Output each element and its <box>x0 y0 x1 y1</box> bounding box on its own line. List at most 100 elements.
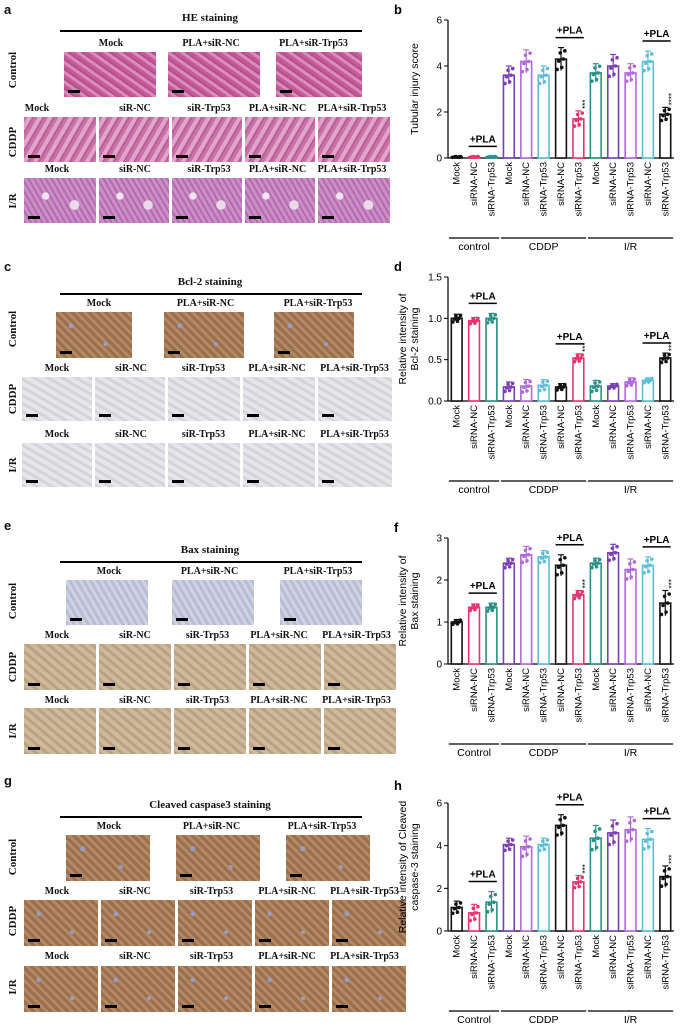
col-label: PLA+siR-NC <box>248 103 307 114</box>
data-point <box>490 320 495 324</box>
data-point <box>574 881 578 885</box>
data-point <box>665 356 670 360</box>
row-label-control: Control <box>7 310 19 348</box>
data-point <box>509 73 513 77</box>
data-point <box>649 376 654 381</box>
micrograph-image <box>99 178 169 223</box>
data-point <box>454 902 458 906</box>
col-label: PLA+siR-Trp53 <box>287 821 357 832</box>
significance-stars: *** <box>581 579 590 588</box>
group-label: I/R <box>624 484 638 496</box>
title-underline <box>60 816 362 818</box>
data-point <box>643 61 648 66</box>
bar <box>659 113 672 159</box>
data-point <box>509 842 513 847</box>
data-point <box>627 377 632 382</box>
panel-label-b: b <box>394 2 402 17</box>
group-label: CDDP <box>529 747 559 759</box>
data-point <box>665 601 670 605</box>
micrograph-image <box>324 644 396 690</box>
data-point <box>474 911 479 915</box>
pla-label: +PLA <box>470 291 496 302</box>
data-point <box>474 155 479 159</box>
data-point <box>607 386 612 391</box>
data-point <box>457 905 461 910</box>
data-point <box>648 378 653 383</box>
data-point <box>648 837 653 842</box>
data-point <box>659 360 664 365</box>
micrograph-image <box>24 178 96 223</box>
col-label: PLA+siR-Trp53 <box>322 630 391 641</box>
data-point <box>558 557 563 562</box>
data-point <box>537 848 542 853</box>
bar <box>641 838 655 932</box>
bar <box>606 65 620 159</box>
col-label: siR-Trp53 <box>181 429 226 440</box>
data-point <box>525 389 529 393</box>
col-label: Mock <box>44 363 70 374</box>
col-label: siR-NC <box>115 363 147 374</box>
y-tick-label: 3 <box>436 534 442 545</box>
data-point <box>452 317 457 321</box>
data-point <box>648 563 653 568</box>
data-point <box>493 312 498 317</box>
bar <box>467 156 481 159</box>
data-point <box>525 67 529 72</box>
x-tick-label: siRNA-NC <box>643 668 654 712</box>
data-point <box>476 603 480 607</box>
group-label: CDDP <box>529 484 559 496</box>
data-point <box>541 551 545 556</box>
data-point <box>522 61 526 66</box>
data-point <box>485 155 490 160</box>
data-point <box>474 605 479 610</box>
data-point <box>646 380 651 384</box>
x-tick-label: Mock <box>591 935 602 958</box>
data-point <box>590 565 594 570</box>
data-point <box>561 563 566 568</box>
data-point <box>572 124 577 128</box>
x-tick-label: Mock <box>504 405 515 428</box>
data-point <box>646 569 651 574</box>
data-point <box>525 559 529 563</box>
col-label: PLA+siR-Trp53 <box>322 695 391 706</box>
data-point <box>667 107 671 112</box>
micrograph-image <box>255 900 329 946</box>
data-point <box>537 560 542 565</box>
data-point <box>458 618 463 622</box>
x-tick-label: siRNA-Trp53 <box>539 668 550 723</box>
data-point <box>559 571 564 575</box>
pla-label: +PLA <box>557 332 583 343</box>
micrograph-image <box>243 443 315 487</box>
row-label-control: Control <box>7 582 19 620</box>
data-point <box>507 565 512 569</box>
data-point <box>490 608 495 613</box>
data-point <box>528 837 532 841</box>
col-label: siR-NC <box>115 429 147 440</box>
data-point <box>451 911 455 916</box>
x-tick-label: Mock <box>452 935 463 958</box>
y-tick-label: 0.5 <box>428 355 442 366</box>
y-tick-label: 0 <box>436 927 442 938</box>
bar <box>589 562 602 665</box>
bar <box>502 386 516 402</box>
data-point <box>580 111 585 115</box>
y-tick-label: 2 <box>436 884 442 895</box>
col-label: PLA+siR-Trp53 <box>283 298 353 309</box>
micrograph-image <box>172 580 254 625</box>
data-point <box>574 118 578 123</box>
micrograph-image <box>24 966 98 1012</box>
data-point <box>615 544 619 549</box>
data-point <box>488 154 493 159</box>
data-point <box>591 385 596 389</box>
y-tick-label: 4 <box>436 62 442 73</box>
data-point <box>469 606 474 610</box>
data-point <box>504 562 509 566</box>
x-tick-label: siRNA-NC <box>469 162 480 206</box>
y-tick-label: 1.0 <box>428 314 442 325</box>
y-tick-label: 2 <box>436 108 442 119</box>
panel-title-bax: Bax staining <box>180 544 240 556</box>
y-tick-label: 0.0 <box>428 397 442 408</box>
data-point <box>575 353 580 358</box>
y-tick-label: 4 <box>436 841 442 852</box>
